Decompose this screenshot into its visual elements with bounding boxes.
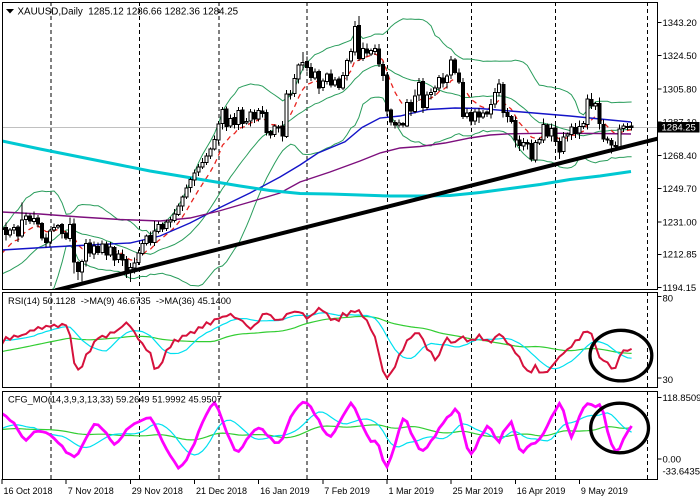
svg-text:1343.20: 1343.20 — [663, 18, 697, 29]
svg-text:1194.15: 1194.15 — [663, 283, 697, 294]
svg-text:16 Oct 2018: 16 Oct 2018 — [4, 486, 53, 496]
svg-text:1268.40: 1268.40 — [663, 151, 697, 162]
svg-text:118.8509: 118.8509 — [663, 393, 700, 404]
svg-text:1231.00: 1231.00 — [663, 217, 697, 228]
svg-text:1324.50: 1324.50 — [663, 51, 697, 62]
svg-text:7 Nov 2018: 7 Nov 2018 — [68, 486, 114, 496]
svg-text:1305.80: 1305.80 — [663, 84, 697, 95]
svg-text:21 Dec 2018: 21 Dec 2018 — [196, 486, 247, 496]
svg-text:16 Jan 2019: 16 Jan 2019 — [260, 486, 310, 496]
svg-text:9 May 2019: 9 May 2019 — [581, 486, 628, 496]
svg-text:1284.25: 1284.25 — [662, 123, 696, 134]
svg-text:0.00: 0.00 — [663, 455, 682, 466]
svg-text:1212.85: 1212.85 — [663, 250, 697, 261]
svg-text:16 Apr 2019: 16 Apr 2019 — [517, 486, 566, 496]
svg-text:7 Feb 2019: 7 Feb 2019 — [324, 486, 370, 496]
svg-text:XAUUSD,Daily 1285.12 1286.66: XAUUSD,Daily 1285.12 1286.66 1282.36 128… — [18, 7, 239, 18]
svg-text:29 Nov 2018: 29 Nov 2018 — [132, 486, 183, 496]
svg-text:1 Mar 2019: 1 Mar 2019 — [389, 486, 435, 496]
svg-text:30: 30 — [663, 375, 674, 386]
svg-text:80: 80 — [663, 293, 674, 304]
svg-text:1249.70: 1249.70 — [663, 184, 697, 195]
svg-text:RSI(14) 50.1128 ->MA(9) 46.67: RSI(14) 50.1128 ->MA(9) 46.6735 ->MA(36)… — [8, 296, 231, 306]
svg-text:25 Mar 2019: 25 Mar 2019 — [453, 486, 504, 496]
svg-text:-33.6435: -33.6435 — [663, 467, 700, 478]
svg-text:CFG_MO(14,3,9,3,13,33) 59.2649: CFG_MO(14,3,9,3,13,33) 59.2649 51.9992 4… — [8, 395, 222, 405]
